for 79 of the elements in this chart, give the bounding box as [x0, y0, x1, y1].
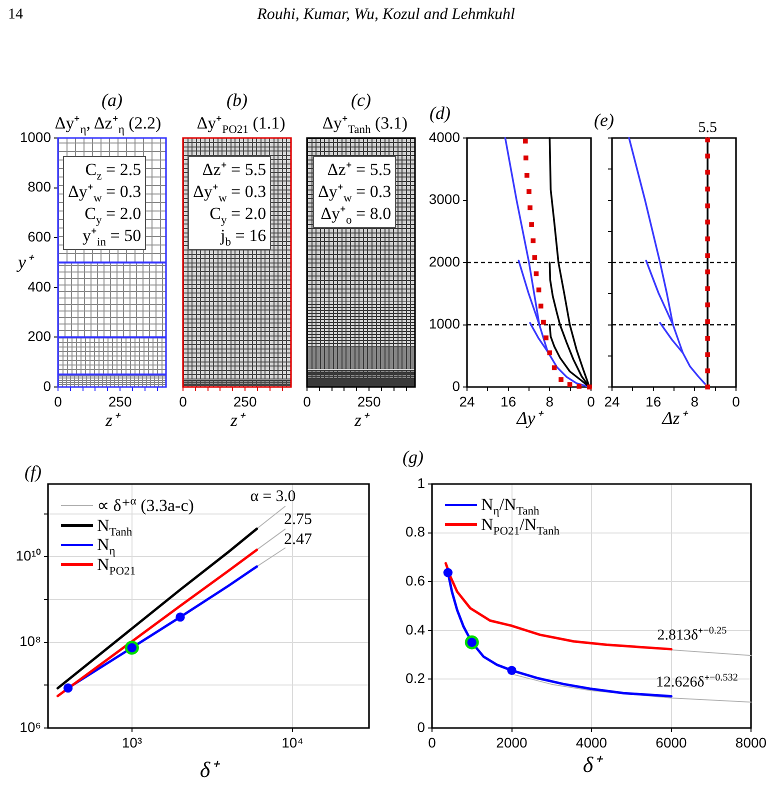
- x-tick-label: 0: [732, 393, 740, 410]
- chart-title: (d): [430, 103, 450, 123]
- parameter-box: Δz⁺ = 5.5 Δy⁺$_{w}$ = 0.3 Δy⁺$_{o}$ = 8.0: [313, 156, 396, 228]
- x-axis-title: z⁺: [105, 410, 119, 430]
- x-axis-title: Δz⁺: [662, 408, 686, 428]
- x-tick-label: 24: [459, 393, 475, 410]
- chart-title: (a): [102, 90, 122, 110]
- x-axis-title: z⁺: [354, 410, 368, 430]
- annotation: y⁺$_{in}$ = 50: [82, 226, 142, 248]
- y-axis-title: y⁺: [18, 252, 32, 272]
- x-tick-label: 4000: [576, 734, 608, 750]
- x-tick-label: 8000: [735, 734, 767, 750]
- y-tick-label: 0.6: [406, 572, 426, 588]
- y-tick-label: 0: [43, 378, 52, 394]
- chart-subtitle: Δy⁺$_{Tanh}$ (3.1): [322, 114, 408, 136]
- x-tick-label: 0: [179, 393, 188, 410]
- chart-title: (b): [226, 90, 248, 110]
- annotation: Δy⁺$_{w}$ = 0.3: [318, 181, 392, 204]
- x-tick-label: 0: [587, 393, 596, 410]
- x-tick-label: 250: [233, 393, 257, 410]
- y-tick-label: 400: [28, 278, 52, 294]
- annotation: Δy⁺$_{w}$ = 0.3: [68, 181, 142, 204]
- annotation: 12.626δ⁺$^{−0.532}$: [656, 672, 738, 690]
- annotation: Δz⁺ = 5.5: [201, 159, 266, 181]
- annotation: 2.75: [284, 511, 312, 528]
- y-tick-label: 1000: [20, 128, 52, 145]
- x-tick-label: 16: [646, 393, 662, 410]
- legend-label: ∝ δ⁺$^{α}$ (3.3a-c): [97, 494, 194, 516]
- y-tick-label: 0: [452, 378, 460, 394]
- x-tick-label: 250: [357, 393, 381, 410]
- y-tick-label: 1: [417, 474, 426, 491]
- y-tick-label: 0.8: [406, 524, 426, 540]
- chart-title: (f): [24, 462, 42, 482]
- x-tick-label: 24: [604, 393, 620, 410]
- x-axis-title: Δy⁺: [516, 408, 542, 428]
- y-tick-label: 10¹⁰: [16, 548, 41, 564]
- annotation: Δy⁺$_{o}$ = 8.0: [320, 203, 392, 226]
- x-axis-title: δ⁺: [200, 757, 218, 782]
- y-tick-label: 2000: [428, 253, 460, 270]
- x-tick-label: 10³: [122, 734, 142, 750]
- y-tick-label: 600: [28, 228, 52, 244]
- annotation: Δy⁺$_{w}$ = 0.3: [193, 181, 266, 204]
- annotation: C$_{y}$ = 2.0: [84, 203, 142, 226]
- y-tick-label: 0: [417, 718, 426, 735]
- annotation: j$_{b}$ = 16: [219, 226, 266, 248]
- text: 14: [8, 6, 23, 22]
- x-tick-label: 16: [500, 393, 516, 410]
- x-axis-title: z⁺: [230, 410, 244, 430]
- annotation: C$_{y}$ = 2.0: [208, 203, 266, 226]
- x-tick-label: 250: [108, 393, 132, 410]
- y-tick-label: 0.2: [406, 670, 426, 686]
- chart-title: (g): [402, 447, 424, 467]
- y-tick-label: 800: [28, 178, 52, 195]
- x-tick-label: 8: [690, 393, 699, 410]
- annotation: C$_{z}$ = 2.5: [84, 159, 142, 182]
- y-tick-label: 3000: [428, 191, 460, 208]
- annotation: Δz⁺ = 5.5: [326, 159, 392, 181]
- x-tick-label: 0: [303, 393, 312, 410]
- chart-subtitle: Δy⁺$_{PO21}$ (1.1): [196, 114, 286, 136]
- x-tick-label: 6000: [656, 734, 688, 750]
- annotation: 2.813δ⁺$^{−0.25}$: [657, 626, 727, 644]
- text: Rouhi, Kumar, Wu, Kozul and Lehmkuhl: [257, 6, 515, 23]
- x-axis-title: δ⁺: [582, 752, 600, 777]
- chart-title: (c): [351, 90, 371, 110]
- chart-title: (e): [594, 110, 614, 130]
- y-tick-label: 1000: [428, 316, 460, 332]
- annotation: α = 3.0: [250, 488, 296, 505]
- annotation: 5.5: [698, 120, 717, 136]
- y-tick-label: 0.4: [406, 621, 426, 638]
- y-tick-label: 10⁸: [20, 633, 42, 650]
- x-tick-label: 10⁴: [282, 734, 304, 750]
- y-tick-label: 200: [28, 328, 52, 344]
- annotation: 2.47: [284, 531, 312, 548]
- x-tick-label: 0: [54, 393, 62, 410]
- chart-subtitle: Δy⁺$_{η}$, Δz⁺$_{η}$ (2.2): [54, 114, 162, 136]
- x-tick-label: 8: [546, 393, 554, 410]
- y-tick-label: 4000: [428, 128, 460, 145]
- x-tick-label: 2000: [496, 734, 528, 750]
- y-tick-label: 10⁶: [20, 718, 41, 735]
